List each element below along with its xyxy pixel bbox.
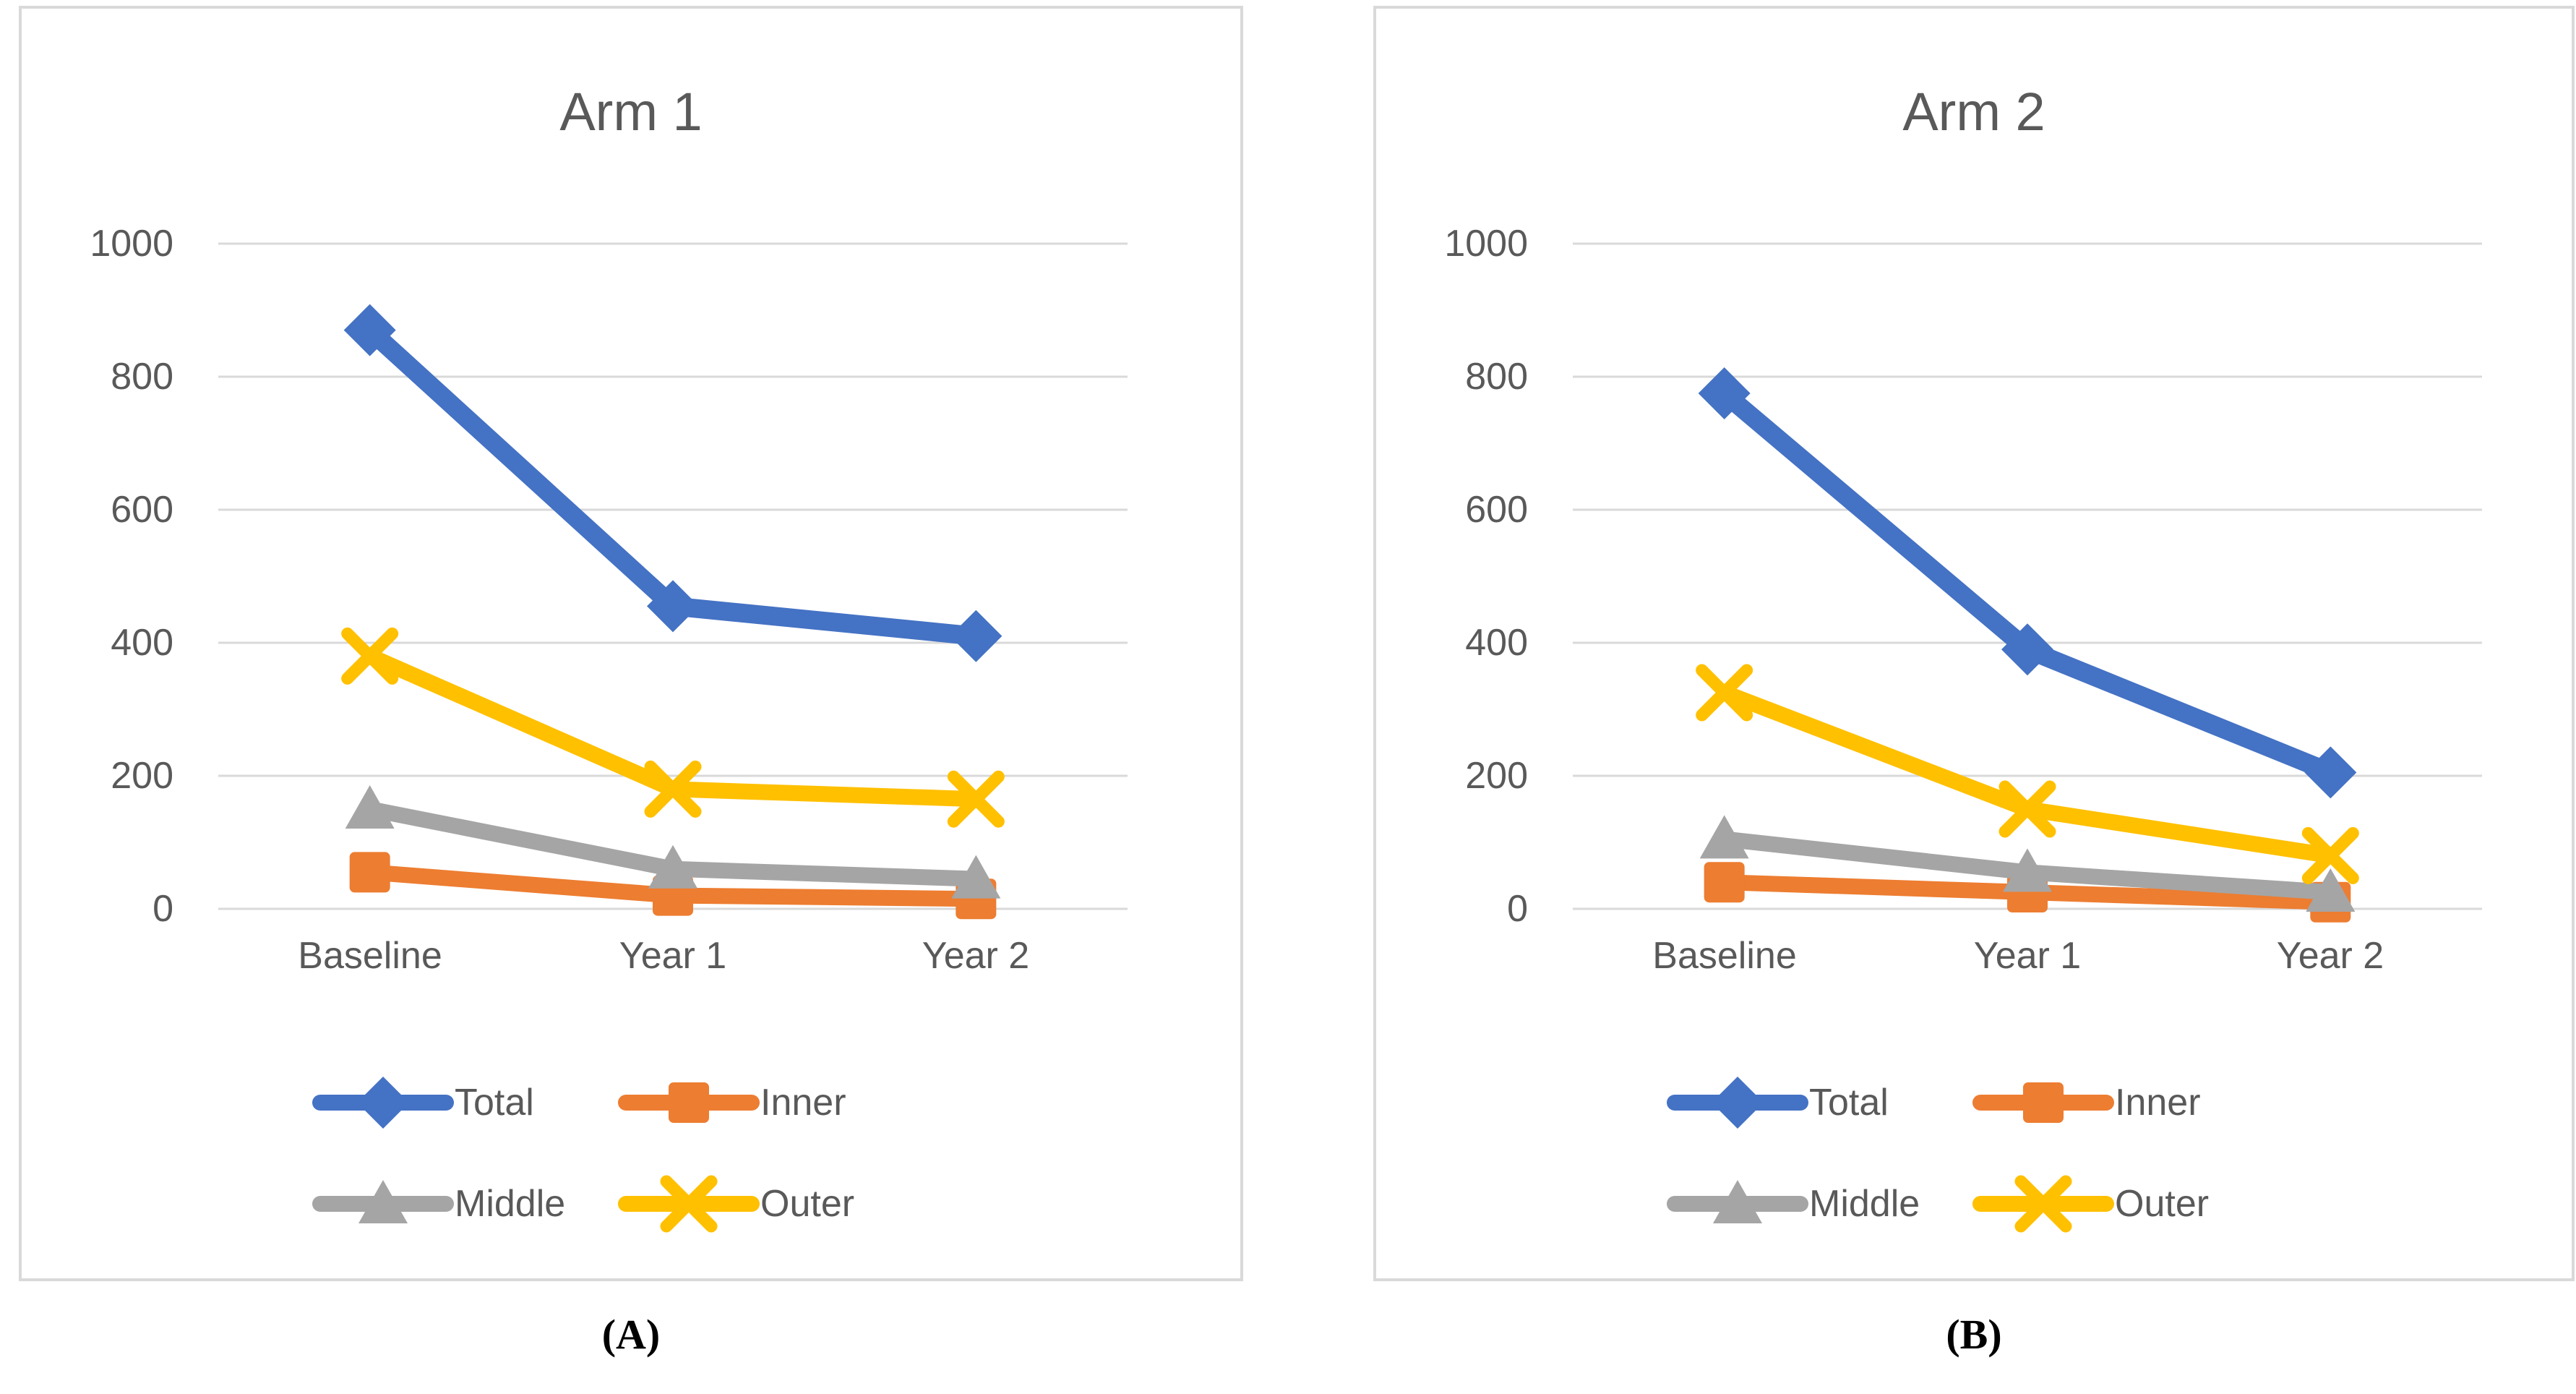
middle-legend-marker [359, 1180, 408, 1223]
middle-marker [1699, 815, 1749, 859]
y-axis-tick-label: 1000 [90, 223, 173, 265]
legend-swatch-inner [618, 1082, 760, 1123]
outer-marker [341, 627, 399, 685]
x-axis-category-label: Year 1 [619, 935, 727, 977]
legend-entry-inner: Inner [618, 1077, 846, 1128]
legend-label-outer: Outer [2115, 1183, 2210, 1225]
outer-legend-marker [2014, 1175, 2072, 1233]
total-marker [343, 304, 396, 356]
x-axis-category-label: Year 2 [2276, 935, 2384, 977]
outer-series-line [1716, 685, 2339, 864]
chart-panel-arm2: Arm 2 1000 800 600 400 200 0 Baseline Ye… [1373, 6, 2575, 1281]
legend-swatch-outer [618, 1175, 760, 1233]
y-axis-tick-label: 200 [111, 755, 173, 797]
legend-entry-middle: Middle [1667, 1179, 1920, 1229]
legend-entry-total: Total [312, 1077, 534, 1129]
total-marker [647, 580, 699, 633]
y-axis-tick-label: 600 [111, 489, 173, 531]
total-marker [2304, 746, 2357, 799]
x-axis-category-label: Year 2 [922, 935, 1030, 977]
total-legend-marker [1712, 1077, 1764, 1129]
legend-entry-inner: Inner [1972, 1077, 2201, 1128]
legend-label-inner: Inner [2115, 1082, 2201, 1124]
panel-caption-a: (A) [601, 1311, 661, 1358]
x-axis-category-label: Baseline [298, 935, 442, 977]
y-axis-tick-label: 800 [111, 356, 173, 398]
y-axis-tick-label: 0 [153, 888, 173, 930]
legend-label-middle: Middle [1809, 1183, 1920, 1225]
chart-title-arm2: Arm 2 [1902, 82, 2045, 142]
x-axis-category-label: Baseline [1652, 935, 1797, 977]
inner-legend-marker [2023, 1082, 2064, 1123]
legend-label-outer: Outer [760, 1183, 855, 1225]
x-axis-category-label: Year 1 [1973, 935, 2082, 977]
legend-label-total: Total [455, 1082, 534, 1124]
y-axis-tick-label: 800 [1465, 356, 1528, 398]
middle-marker [648, 844, 697, 889]
y-axis-tick-label: 1000 [1444, 223, 1528, 265]
legend-swatch-middle [312, 1180, 454, 1223]
outer-marker [2301, 826, 2359, 884]
inner-marker [349, 852, 390, 893]
legend-label-inner: Inner [760, 1082, 846, 1124]
plot-area-arm1 [218, 242, 1128, 920]
y-axis-tick-label: 0 [1507, 888, 1528, 930]
legend-swatch-total [1667, 1077, 1808, 1129]
outer-legend-marker [660, 1175, 718, 1233]
legend-swatch-total [312, 1077, 454, 1129]
legend-entry-middle: Middle [312, 1179, 566, 1229]
legend-label-middle: Middle [455, 1183, 566, 1225]
middle-marker [2003, 848, 2052, 892]
chart-title-arm1: Arm 1 [559, 82, 703, 142]
plot-area-arm2 [1573, 242, 2482, 923]
legend-entry-total: Total [1667, 1077, 1889, 1129]
y-axis-tick-label: 400 [1465, 622, 1528, 664]
total-marker [2001, 623, 2053, 676]
legend-swatch-outer [1972, 1175, 2114, 1233]
total-marker [950, 610, 1003, 662]
y-axis-tick-label: 200 [1465, 755, 1528, 797]
middle-marker [2306, 868, 2356, 912]
middle-marker [345, 785, 395, 829]
middle-marker [951, 855, 1001, 899]
inner-legend-marker [669, 1082, 709, 1123]
outer-marker [1696, 664, 1753, 722]
outer-marker [644, 760, 702, 818]
total-legend-marker [357, 1077, 409, 1129]
y-axis-tick-label: 600 [1465, 489, 1528, 531]
outer-series-line [361, 648, 984, 808]
inner-marker [1704, 862, 1745, 903]
middle-legend-marker [1713, 1180, 1762, 1223]
legend-swatch-inner [1972, 1082, 2114, 1123]
legend-entry-outer: Outer [618, 1175, 855, 1233]
legend-entry-outer: Outer [1972, 1175, 2210, 1233]
total-marker [1698, 367, 1751, 419]
outer-marker [1998, 780, 2056, 838]
chart-panel-arm1: Arm 1 1000 800 600 400 200 0 Baseline Ye… [19, 6, 1243, 1281]
y-axis-tick-label: 400 [111, 622, 173, 664]
panel-caption-b: (B) [1946, 1311, 2002, 1358]
outer-marker [947, 770, 1005, 828]
legend-label-total: Total [1809, 1082, 1889, 1124]
total-series-line [1714, 384, 2340, 782]
legend-swatch-middle [1667, 1180, 1808, 1223]
